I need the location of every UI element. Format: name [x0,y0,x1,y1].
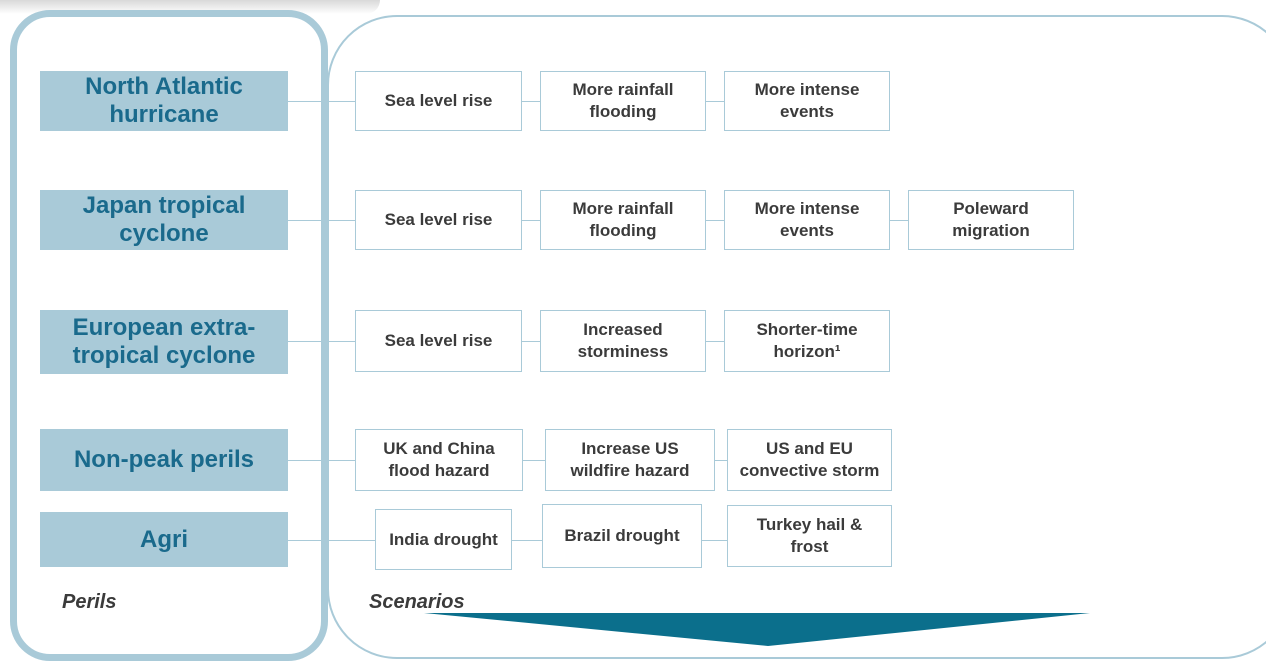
connector [702,540,727,541]
scenario-label: US and EU convective storm [739,439,880,480]
peril-agri: Agri [40,512,288,567]
scenario-label: UK and China flood hazard [383,439,495,480]
scenario-box: Sea level rise [355,71,522,131]
peril-japan-tropical-cyclone: Japan tropical cyclone [40,190,288,250]
peril-european-extra-tropical-cyclone: European extra- tropical cyclone [40,310,288,374]
scenario-label: More rainfall flooding [572,80,674,121]
scenario-label: Sea level rise [384,331,493,350]
scenario-label: Sea level rise [384,210,493,229]
scenario-label: Increase US wildfire hazard [570,439,690,480]
connector [523,460,545,461]
connector [706,101,724,102]
scenario-box: More intense events [724,71,890,131]
connector [522,101,540,102]
scenario-label: India drought [389,529,498,549]
peril-label: Non-peak perils [73,446,255,473]
scenario-label: Increased storminess [577,320,669,361]
connector [288,460,355,461]
scenarios-label: Scenarios [369,591,465,613]
scenario-label: Poleward migration [952,199,1030,240]
scenario-label: More intense events [754,80,860,121]
scenario-label: Shorter-time horizon¹ [756,320,858,361]
connector [288,220,355,221]
scenario-box: Brazil drought [542,504,702,568]
connector [890,220,908,221]
scenario-box: Sea level rise [355,190,522,250]
connector [715,460,727,461]
peril-label: European extra- tropical cyclone [72,314,256,369]
peril-north-atlantic-hurricane: North Atlantic hurricane [40,71,288,131]
peril-label: Japan tropical cyclone [82,192,246,247]
scenario-box: Increased storminess [540,310,706,372]
connector [522,341,540,342]
peril-non-peak-perils: Non-peak perils [40,429,288,491]
peril-label: Agri [140,525,188,553]
connector [706,220,724,221]
scenario-box: India drought [375,509,512,570]
scenario-box: Turkey hail & frost [727,505,892,567]
scenario-label: Brazil drought [564,526,680,545]
scenario-box: UK and China flood hazard [355,429,523,491]
scenario-box: Poleward migration [908,190,1074,250]
arrow-shape [424,613,1090,646]
connector [522,220,540,221]
scenario-label: Sea level rise [384,91,493,110]
connector [288,540,375,541]
scenario-box: More rainfall flooding [540,71,706,131]
scenario-box: More intense events [724,190,890,250]
perils-label: Perils [62,591,117,613]
peril-label: North Atlantic hurricane [85,73,243,128]
connector [512,540,542,541]
connector [288,341,355,342]
scenario-label: Turkey hail & frost [756,515,863,556]
scenario-box: US and EU convective storm [727,429,892,491]
scenario-box: Sea level rise [355,310,522,372]
scenario-label: More intense events [754,199,860,240]
scenario-box: Increase US wildfire hazard [545,429,715,491]
scenario-box: More rainfall flooding [540,190,706,250]
connector [706,341,724,342]
scenario-label: More rainfall flooding [572,199,674,240]
scenario-box: Shorter-time horizon¹ [724,310,890,372]
connector [288,101,355,102]
